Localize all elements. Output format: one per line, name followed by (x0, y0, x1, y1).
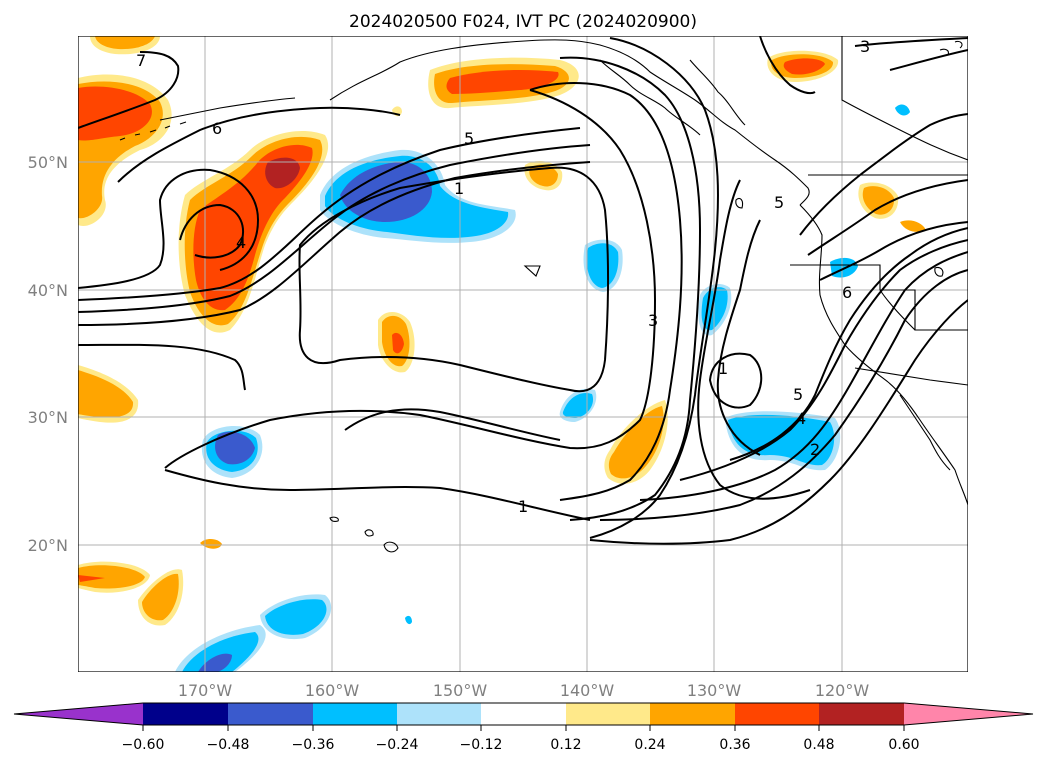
colorbar-tick-label: 0.24 (634, 737, 665, 753)
colorbar-swatch (735, 703, 819, 725)
colorbar-swatch (566, 703, 650, 725)
colorbar-tick-label: −0.60 (122, 737, 165, 753)
latitude-labels: 50°N 40°N 30°N 20°N (28, 153, 68, 555)
contour-label: 6 (212, 119, 222, 138)
colorbar-tick-label: 0.36 (719, 737, 750, 753)
colorbar-tick-label: −0.48 (207, 737, 250, 753)
colorbar-tick-label: −0.36 (292, 737, 335, 753)
contour-label: 5 (774, 193, 784, 212)
contour-label: 1 (718, 359, 728, 378)
contour-label: 6 (842, 283, 852, 302)
contour-label: 7 (136, 51, 146, 70)
contour-label: 1 (518, 497, 528, 516)
lat-label: 30°N (28, 408, 68, 427)
contour-lines (78, 36, 968, 545)
colorbar-tick-label: 0.60 (888, 737, 919, 753)
colorbar-extend-min (14, 703, 143, 725)
map-panel: 7 6 5 4 3 2 1 3 5 1 4 1 6 5 (78, 36, 968, 672)
lon-label: 140°W (560, 681, 615, 700)
lon-label: 170°W (178, 681, 233, 700)
contour-label: 4 (236, 233, 246, 252)
contour-label: 4 (796, 409, 806, 428)
longitude-labels: 170°W 160°W 150°W 140°W 130°W 120°W (178, 681, 870, 700)
contour-label: 2 (810, 440, 820, 459)
negative-anomaly-shading (175, 104, 910, 672)
colorbar-swatch (481, 703, 566, 725)
colorbar-swatch (819, 703, 904, 725)
colorbar-tick-label: 0.12 (550, 737, 581, 753)
map-title: 2024020500 F024, IVT PC (2024020900) (349, 12, 697, 32)
colorbar-swatch (228, 703, 313, 725)
colorbar-swatch (650, 703, 735, 725)
lon-label: 130°W (687, 681, 742, 700)
colorbar: −0.60 −0.48 −0.36 −0.24 −0.12 0.12 0.24 … (13, 702, 1034, 753)
positive-anomaly-shading (78, 36, 926, 626)
coastlines (119, 36, 968, 553)
colorbar-swatch (313, 703, 397, 725)
colorbar-swatch (143, 703, 228, 725)
contour-label: 3 (648, 311, 658, 330)
contour-label: 3 (860, 37, 870, 56)
lon-label: 150°W (433, 681, 488, 700)
lon-label: 120°W (815, 681, 870, 700)
lat-label: 20°N (28, 536, 68, 555)
contour-label: 5 (793, 385, 803, 404)
lat-label: 40°N (28, 281, 68, 300)
lon-label: 160°W (305, 681, 360, 700)
lat-label: 50°N (28, 153, 68, 172)
contour-label: 5 (464, 129, 474, 148)
colorbar-tick-label: −0.24 (376, 737, 419, 753)
colorbar-extend-max (904, 703, 1033, 725)
contour-label: 1 (454, 179, 464, 198)
colorbar-swatch (397, 703, 481, 725)
colorbar-tick-label: 0.48 (803, 737, 834, 753)
colorbar-tick-label: −0.12 (460, 737, 503, 753)
contour-labels: 7 6 5 4 3 2 1 3 5 1 4 1 6 5 (136, 37, 870, 516)
